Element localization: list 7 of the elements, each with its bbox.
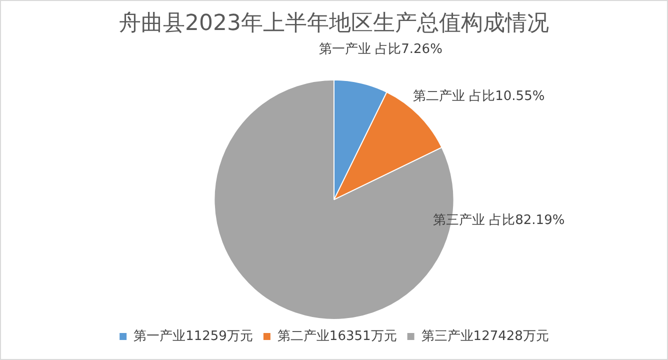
legend-label: 第一产业11259万元: [134, 328, 253, 344]
data-label: 第一产业 占比7.26%: [319, 42, 442, 58]
data-label: 第三产业 占比82.19%: [433, 213, 565, 228]
legend-label: 第三产业127428万元: [421, 328, 549, 344]
data-label: 第二产业 占比10.55%: [413, 89, 545, 104]
legend-label: 第二产业16351万元: [277, 328, 397, 344]
chart-title: 舟曲县2023年上半年地区生产总值构成情况: [119, 10, 549, 36]
